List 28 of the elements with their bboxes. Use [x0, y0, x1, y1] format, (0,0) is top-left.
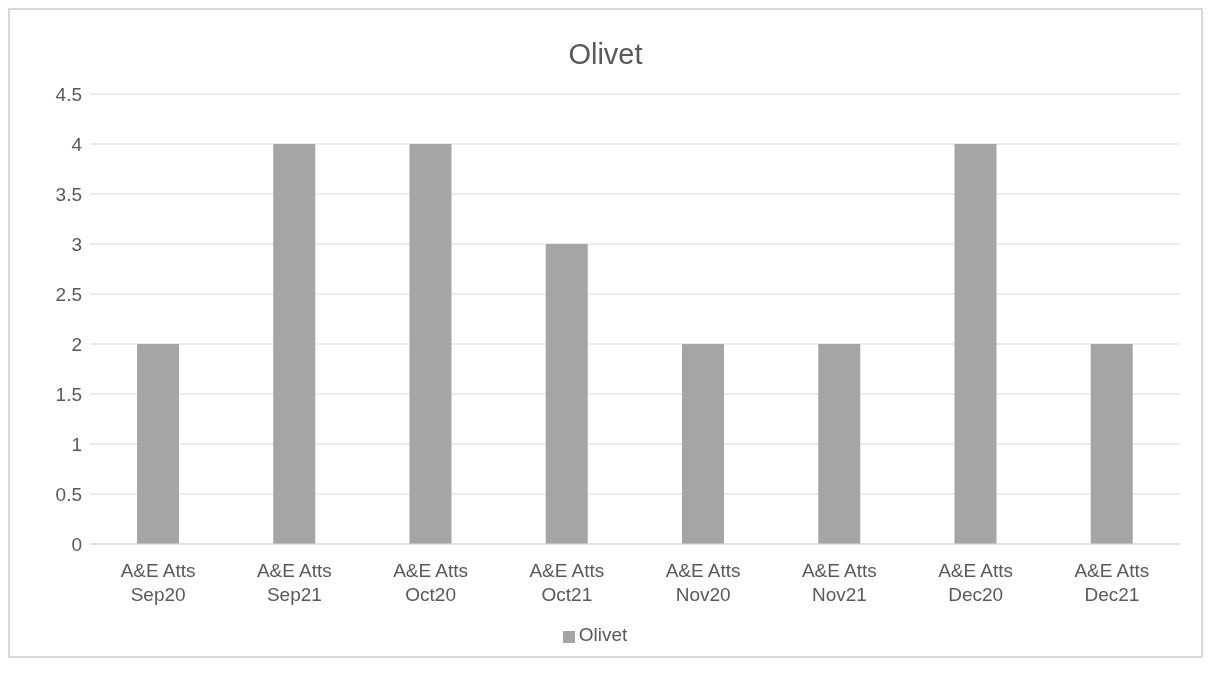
x-tick-label: A&E Atts Dec21 [1074, 560, 1150, 605]
x-tick-label: A&E Atts Sep21 [256, 560, 332, 605]
x-tick-label: A&E Atts Dec20 [938, 560, 1014, 605]
y-tick-label: 2.5 [55, 283, 82, 305]
y-tick-label: 3 [71, 233, 82, 255]
bar [1090, 344, 1133, 544]
y-tick-label: 4 [71, 133, 83, 155]
bar [954, 144, 997, 544]
bar [818, 344, 861, 544]
y-tick-label: 1 [71, 433, 82, 455]
y-tick-label: 2 [71, 333, 82, 355]
bar [137, 344, 179, 544]
x-tick-label: A&E Atts Nov21 [801, 560, 877, 605]
legend-label: Olivet [578, 624, 628, 645]
y-tick-label: 0 [71, 533, 82, 555]
chart-title: Olivet [568, 38, 643, 70]
x-tick-label: A&E Atts Oct21 [529, 560, 605, 605]
bar [409, 144, 452, 544]
bar [545, 244, 588, 544]
bar [273, 144, 316, 544]
y-tick-label: 3.5 [55, 183, 82, 205]
bar [682, 344, 724, 544]
y-tick-label: 4.5 [55, 83, 82, 105]
x-tick-label: A&E Atts Oct20 [393, 560, 469, 605]
y-tick-label: 1.5 [55, 383, 82, 405]
x-tick-label: A&E Atts Sep20 [120, 560, 196, 605]
x-tick-label: A&E Atts Nov20 [665, 560, 741, 605]
y-tick-label: 0.5 [55, 483, 82, 505]
